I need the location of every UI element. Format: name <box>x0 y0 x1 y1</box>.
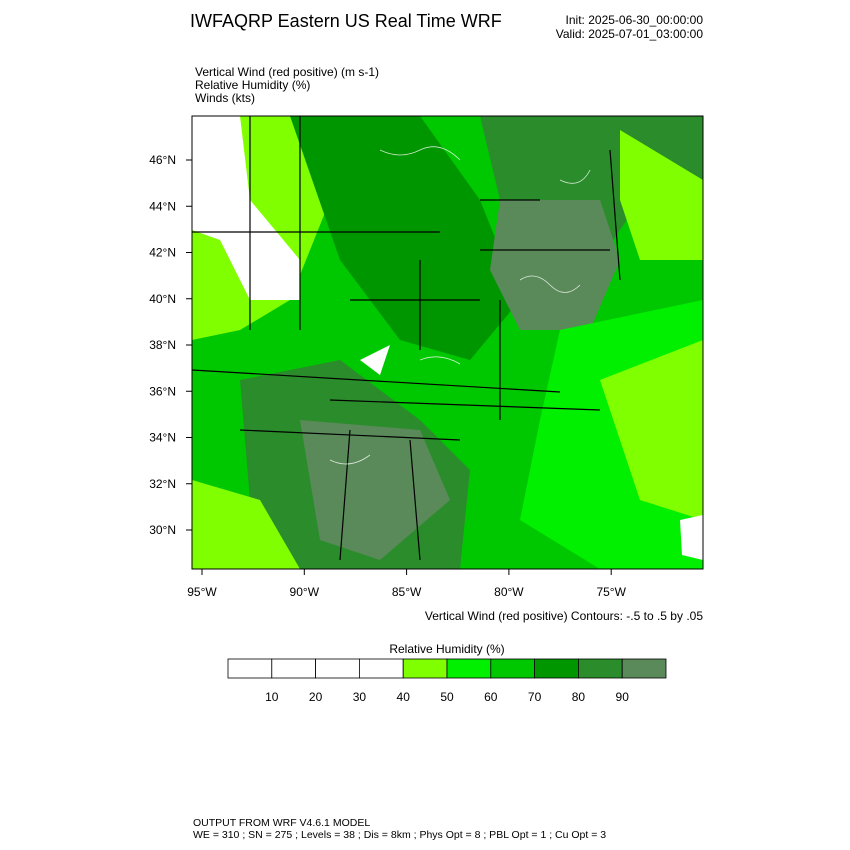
colorbar-box <box>358 658 404 679</box>
init-time: Init: 2025-06-30_00:00:00 <box>566 13 704 27</box>
field-label: Winds (kts) <box>195 91 255 105</box>
contour-note: Vertical Wind (red positive) Contours: -… <box>425 609 703 623</box>
lat-label: 38°N <box>149 338 176 352</box>
colorbar-label: 40 <box>397 690 411 704</box>
colorbar-label: 10 <box>265 690 279 704</box>
colorbar-box <box>621 658 667 679</box>
title: IWFAQRP Eastern US Real Time WRF <box>190 11 502 31</box>
lat-label: 44°N <box>149 199 176 213</box>
lat-label: 30°N <box>149 523 176 537</box>
colorbar-box <box>490 658 535 679</box>
lon-label: 75°W <box>596 585 626 599</box>
map-frame <box>191 115 704 570</box>
lat-label: 46°N <box>149 153 176 167</box>
colorbar-label: 90 <box>616 690 630 704</box>
field-label: Vertical Wind (red positive) (m s-1) <box>195 65 379 79</box>
footer-line: OUTPUT FROM WRF V4.6.1 MODEL <box>193 817 370 829</box>
lat-label: 40°N <box>149 292 176 306</box>
lat-label: 36°N <box>149 384 176 398</box>
colorbar-label: 20 <box>309 690 323 704</box>
lon-label: 85°W <box>392 585 422 599</box>
footer-line: WE = 310 ; SN = 275 ; Levels = 38 ; Dis … <box>193 829 606 841</box>
colorbar-box <box>446 658 492 679</box>
colorbar-label: 50 <box>440 690 454 704</box>
lat-label: 34°N <box>149 431 176 445</box>
lon-label: 95°W <box>187 585 217 599</box>
colorbar-box <box>315 658 360 679</box>
lat-label: 32°N <box>149 477 176 491</box>
valid-time: Valid: 2025-07-01_03:00:00 <box>556 27 704 41</box>
colorbar-label: 30 <box>353 690 367 704</box>
map-field <box>192 116 703 569</box>
lon-label: 90°W <box>290 585 320 599</box>
colorbar-box <box>578 658 623 679</box>
colorbar-box <box>534 658 579 679</box>
colorbar-title: Relative Humidity (%) <box>389 642 504 656</box>
colorbar-box <box>227 658 273 679</box>
lat-label: 42°N <box>149 246 176 260</box>
colorbar-box <box>402 658 448 679</box>
colorbar-label: 60 <box>484 690 498 704</box>
colorbar-box <box>271 658 316 679</box>
colorbar-label: 70 <box>528 690 542 704</box>
field-label: Relative Humidity (%) <box>195 78 310 92</box>
lon-label: 80°W <box>494 585 524 599</box>
colorbar-label: 80 <box>572 690 586 704</box>
